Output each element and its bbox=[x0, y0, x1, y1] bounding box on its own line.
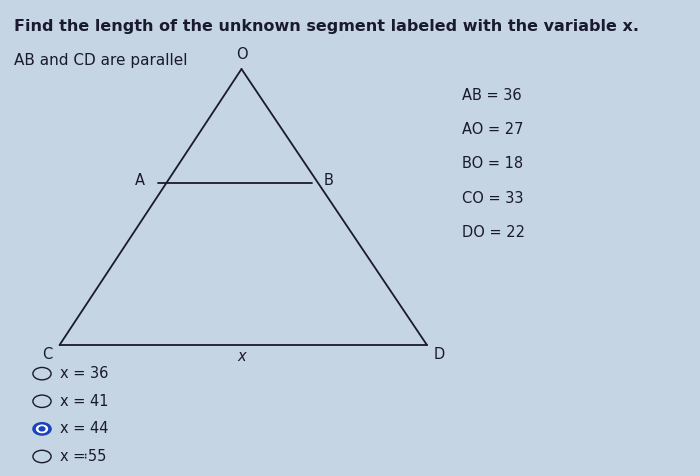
Text: BO = 18: BO = 18 bbox=[462, 156, 523, 171]
Text: CO = 33: CO = 33 bbox=[462, 190, 524, 206]
Text: x = 36: x = 36 bbox=[60, 366, 108, 381]
Text: B: B bbox=[324, 173, 334, 188]
Text: O: O bbox=[236, 47, 247, 62]
Text: x = 41: x = 41 bbox=[60, 394, 108, 409]
Text: C: C bbox=[43, 347, 52, 362]
Text: AB and CD are parallel: AB and CD are parallel bbox=[14, 53, 188, 69]
Text: A: A bbox=[135, 173, 145, 188]
Text: D: D bbox=[434, 347, 445, 362]
Text: x = 44: x = 44 bbox=[60, 421, 108, 436]
Text: AB = 36: AB = 36 bbox=[462, 88, 522, 103]
Text: x ≕55: x ≕55 bbox=[60, 449, 106, 464]
Text: DO = 22: DO = 22 bbox=[462, 225, 525, 240]
Circle shape bbox=[39, 427, 45, 431]
Text: AO = 27: AO = 27 bbox=[462, 122, 524, 137]
Circle shape bbox=[33, 423, 51, 435]
Text: x: x bbox=[237, 348, 246, 364]
Circle shape bbox=[36, 425, 48, 433]
Text: Find the length of the unknown segment labeled with the variable x.: Find the length of the unknown segment l… bbox=[14, 19, 639, 34]
